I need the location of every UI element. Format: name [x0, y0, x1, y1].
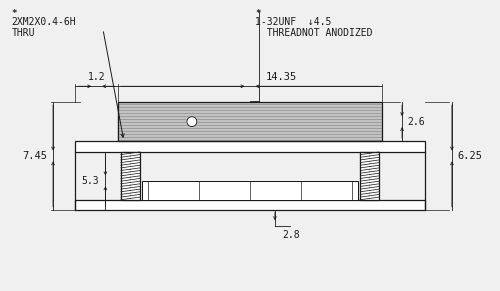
Text: THRU: THRU: [12, 28, 35, 38]
Text: 2.6: 2.6: [407, 117, 424, 127]
Bar: [360, 152, 379, 200]
Text: 1-32UNF  ↓4.5: 1-32UNF ↓4.5: [255, 17, 332, 26]
Text: 5.3: 5.3: [82, 176, 100, 186]
Text: 1.2: 1.2: [88, 72, 106, 82]
Text: *: *: [12, 9, 17, 18]
Text: 2.8: 2.8: [282, 230, 300, 239]
Bar: [76, 141, 424, 152]
Text: 6.25: 6.25: [457, 151, 482, 161]
Text: 14.35: 14.35: [266, 72, 298, 82]
Bar: [142, 181, 358, 200]
Text: 7.45: 7.45: [22, 151, 47, 161]
Bar: [118, 102, 382, 141]
Bar: [76, 200, 424, 210]
Text: THREADNOT ANODIZED: THREADNOT ANODIZED: [255, 28, 372, 38]
Text: *: *: [255, 9, 260, 18]
Text: 2XM2X0.4-6H: 2XM2X0.4-6H: [12, 17, 76, 26]
Circle shape: [187, 117, 197, 127]
Bar: [121, 152, 140, 200]
